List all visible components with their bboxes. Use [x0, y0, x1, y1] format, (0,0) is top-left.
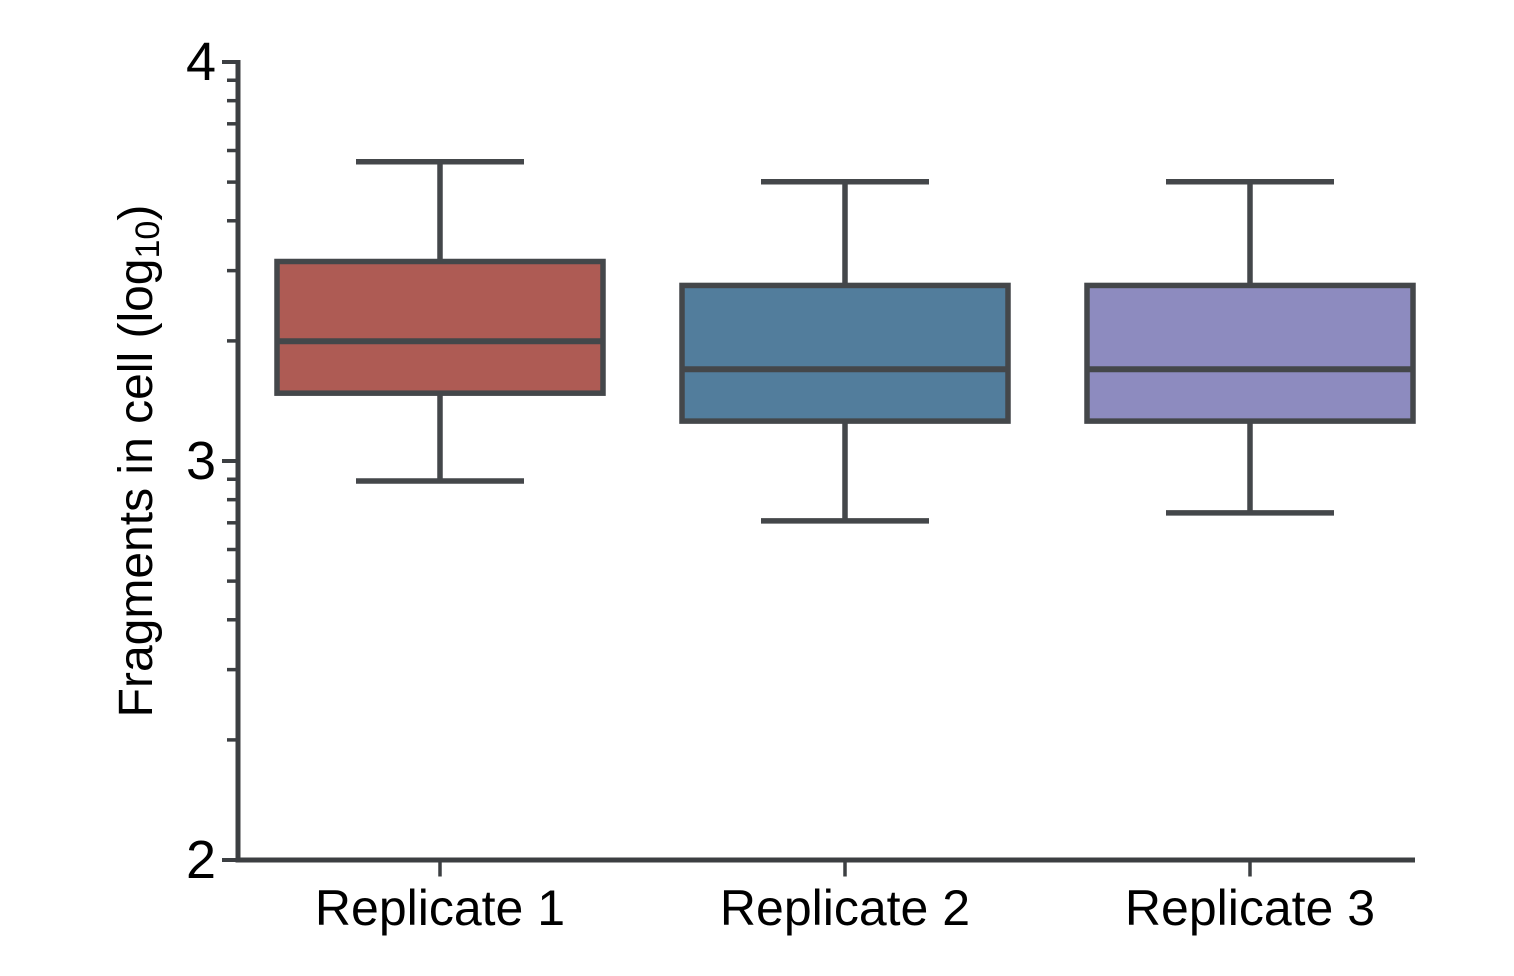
y-axis-label: Fragments in cell (log10) — [110, 205, 168, 718]
x-category-label: Replicate 2 — [720, 880, 970, 936]
y-tick-label: 3 — [186, 431, 216, 491]
x-category-label: Replicate 1 — [315, 880, 565, 936]
box-group-2 — [679, 178, 1011, 524]
box-group-3 — [1084, 178, 1416, 516]
iqr-box — [679, 282, 1011, 424]
box-group-1 — [274, 159, 606, 484]
y-tick-label: 2 — [186, 830, 216, 890]
x-category-label: Replicate 3 — [1125, 880, 1375, 936]
iqr-box — [274, 258, 606, 396]
y-tick-label: 4 — [186, 32, 216, 92]
iqr-box — [1084, 282, 1416, 424]
